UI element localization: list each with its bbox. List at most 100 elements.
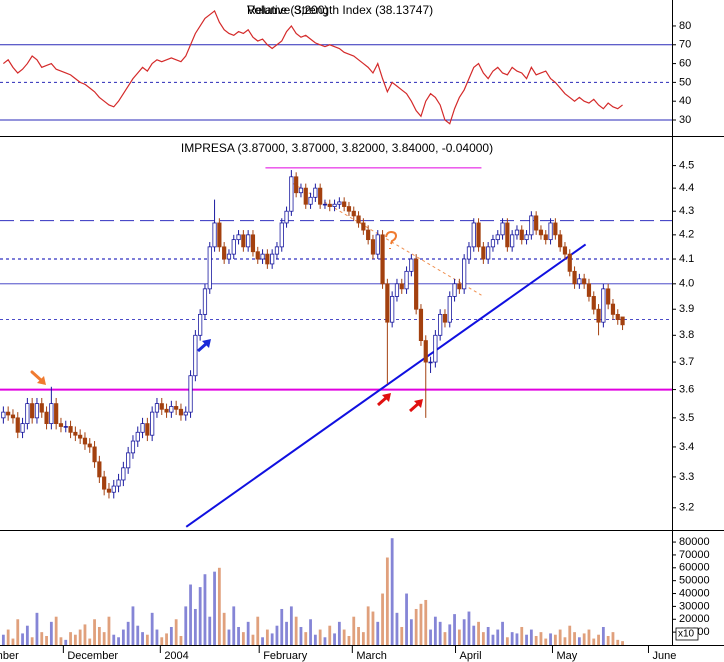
candle-body xyxy=(54,403,59,425)
volume-bar xyxy=(448,624,452,645)
candle-body xyxy=(567,253,572,272)
volume-bar xyxy=(261,637,264,645)
volume-bar xyxy=(246,621,250,645)
volume-bar xyxy=(481,632,485,645)
candle-body xyxy=(30,403,35,419)
candle-body xyxy=(409,258,414,272)
candle-body xyxy=(385,283,390,323)
volume-bar xyxy=(361,632,365,645)
x-tick-label: May xyxy=(556,650,577,662)
volume-bar xyxy=(433,616,437,645)
y-tick-label: 40000 xyxy=(679,587,710,599)
volume-bar xyxy=(93,619,96,645)
y-tick-label: 3.9 xyxy=(679,303,694,315)
volume-bar xyxy=(285,621,288,645)
volume-bar xyxy=(35,612,39,645)
y-tick-label: 4.1 xyxy=(679,253,694,265)
y-tick-label: 50000 xyxy=(679,575,710,587)
volume-bar xyxy=(169,626,173,645)
volume-bar xyxy=(294,616,298,645)
candle-body xyxy=(375,234,380,255)
volume-bar xyxy=(544,638,548,645)
chart-title: IMPRESA (3.87000, 3.87000, 3.82000, 3.84… xyxy=(181,141,493,155)
arrow xyxy=(377,393,391,407)
volume-bar xyxy=(385,557,389,645)
volume-bar xyxy=(534,635,538,645)
candle-body xyxy=(457,283,462,290)
candle-body xyxy=(534,215,539,231)
arrow-head xyxy=(414,399,423,408)
candle-body xyxy=(121,467,126,481)
candle-body xyxy=(102,476,107,490)
chart-title: Relative Strength Index (38.13747) xyxy=(247,3,433,17)
candle-body xyxy=(150,411,155,436)
candle-body xyxy=(164,408,169,413)
volume-bar xyxy=(505,637,509,645)
candle-body xyxy=(558,234,563,248)
y-tick-label: 3.8 xyxy=(679,329,694,341)
y-tick-label: 40 xyxy=(679,95,691,107)
y-tick-label: 3.2 xyxy=(679,502,694,514)
y-tick-label: 30 xyxy=(679,114,691,126)
volume-bar xyxy=(11,638,15,645)
volume-bar xyxy=(54,616,58,645)
volume-bar xyxy=(587,629,591,645)
volume-bar xyxy=(491,634,495,645)
volume-bar xyxy=(611,632,615,645)
candle-body xyxy=(78,434,83,439)
candle-body xyxy=(169,406,174,413)
volume-bar xyxy=(179,635,183,645)
candle-body xyxy=(250,234,256,253)
scale-label: x10 xyxy=(678,629,695,640)
volume-bar xyxy=(160,637,164,645)
volume-bar xyxy=(515,633,519,645)
y-tick-label: 3.7 xyxy=(679,356,694,368)
candle-body xyxy=(159,403,164,410)
candle-body xyxy=(476,222,481,248)
candle-body xyxy=(481,246,486,260)
volume-bar xyxy=(237,626,240,645)
volume-bar xyxy=(203,574,207,645)
candle-body xyxy=(284,210,289,224)
volume-bar xyxy=(1,634,5,645)
candle-body xyxy=(246,234,251,248)
candle-body xyxy=(270,253,275,265)
volume-bar xyxy=(496,629,500,645)
volume-bar xyxy=(73,634,77,645)
candle-body xyxy=(366,229,371,241)
y-tick-label: 50 xyxy=(679,76,691,88)
candle-body xyxy=(610,303,616,315)
candle-body xyxy=(447,296,452,323)
y-tick-label: 3.3 xyxy=(679,471,694,483)
candle-body xyxy=(337,201,342,205)
candle-body xyxy=(582,278,587,285)
volume-bar xyxy=(601,626,605,645)
candle-body xyxy=(548,222,553,241)
candle-body xyxy=(490,239,496,248)
volume-bar xyxy=(472,625,476,645)
candle-body xyxy=(514,229,520,236)
candle-body xyxy=(130,440,136,454)
volume-bar xyxy=(275,625,279,645)
arrow xyxy=(409,399,423,413)
volume-bar xyxy=(136,625,140,645)
volume-bar xyxy=(337,621,341,645)
volume-bar xyxy=(342,629,346,645)
candle-body xyxy=(361,222,366,231)
volume-bar xyxy=(69,632,72,645)
candle-body xyxy=(87,443,92,448)
candle-body xyxy=(140,423,145,433)
y-tick-label: 30000 xyxy=(679,600,710,612)
candle-body xyxy=(236,234,241,241)
volume-bar xyxy=(88,638,92,645)
candle-body xyxy=(260,253,265,260)
volume-bar xyxy=(21,633,24,645)
volume-bar xyxy=(510,632,514,645)
volume-bar xyxy=(150,612,154,645)
volume-bar xyxy=(193,608,197,645)
candle-body xyxy=(279,222,284,248)
candle-body xyxy=(318,187,323,205)
volume-bar xyxy=(25,625,29,645)
candle-body xyxy=(198,313,203,336)
